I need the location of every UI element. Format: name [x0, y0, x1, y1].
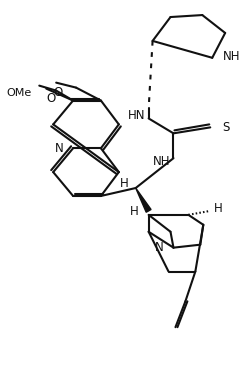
- Text: O: O: [53, 86, 62, 99]
- Text: H: H: [130, 205, 139, 218]
- Text: N: N: [154, 241, 163, 254]
- Text: H: H: [119, 177, 128, 190]
- Text: H: H: [213, 203, 222, 215]
- Text: NH: NH: [152, 155, 170, 168]
- Text: O: O: [46, 92, 56, 105]
- Text: N: N: [54, 142, 63, 155]
- Text: S: S: [221, 121, 229, 134]
- Text: OMe: OMe: [6, 87, 31, 98]
- Text: NH: NH: [222, 50, 240, 63]
- Text: HN: HN: [128, 109, 145, 122]
- Polygon shape: [135, 188, 150, 212]
